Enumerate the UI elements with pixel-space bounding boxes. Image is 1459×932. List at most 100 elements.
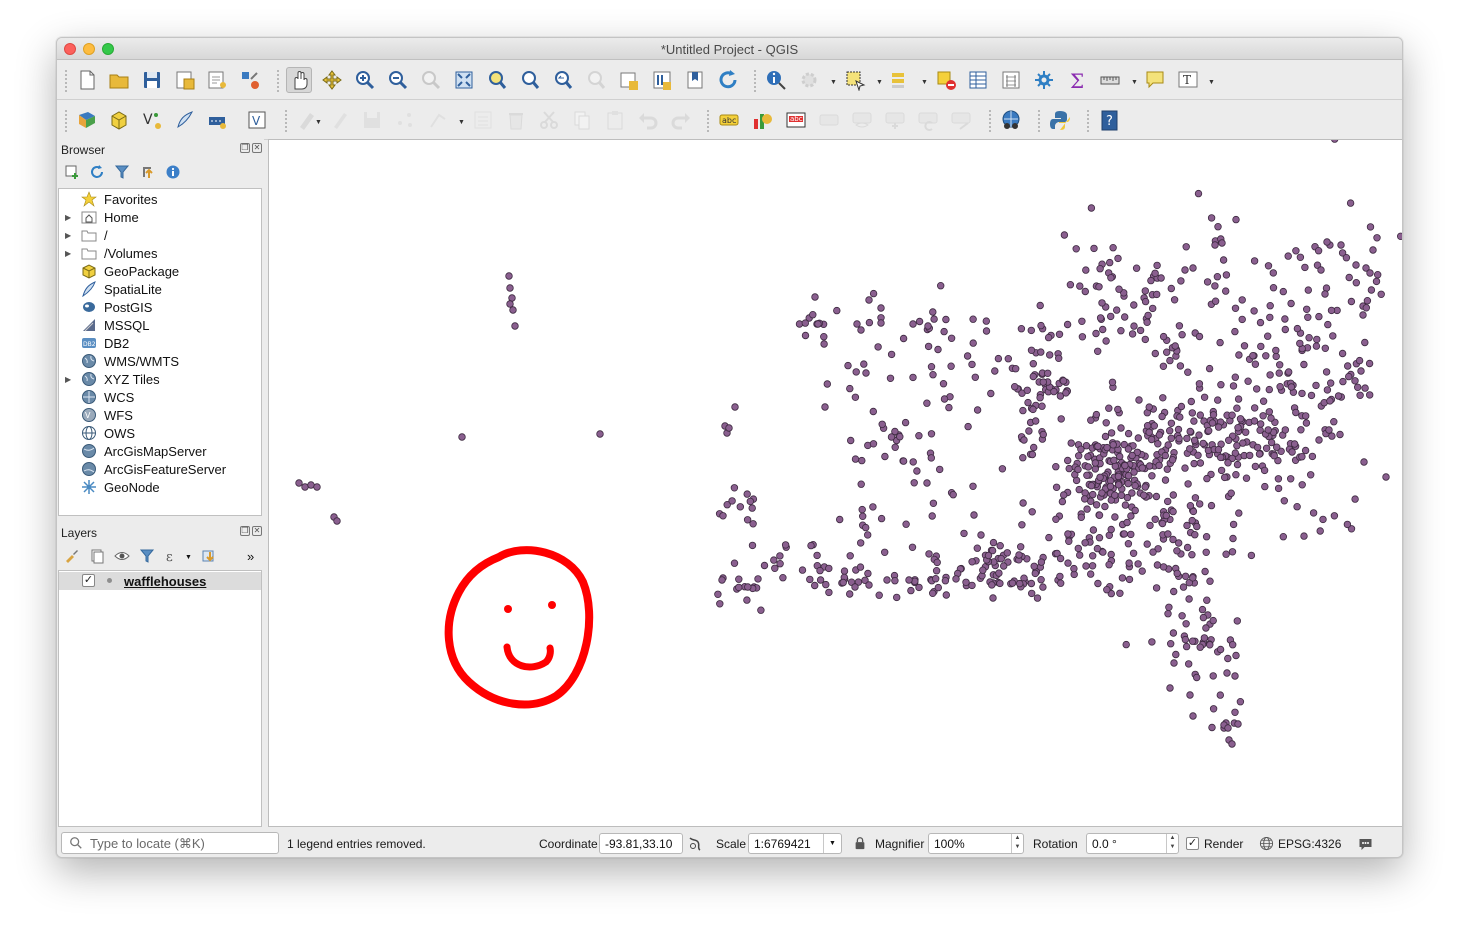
waffle-house-point[interactable] [902,520,910,528]
waffle-house-point[interactable] [1198,605,1207,614]
browser-item[interactable]: ArcGisMapServer [59,442,261,460]
waffle-house-point[interactable] [968,581,976,590]
waffle-house-point[interactable] [1265,408,1273,416]
deselect-icon[interactable] [933,67,959,93]
waffle-house-point[interactable] [1279,287,1287,296]
waffle-house-point[interactable] [1091,459,1099,467]
browser-item[interactable]: GeoPackage [59,262,261,280]
waffle-house-point[interactable] [940,327,948,336]
waffle-house-point[interactable] [1228,454,1236,463]
waffle-house-point[interactable] [1342,253,1351,262]
browser-item[interactable]: MSSQL [59,316,261,334]
filter-icon[interactable] [113,163,131,181]
waffle-house-point[interactable] [1081,495,1089,503]
waffle-house-point[interactable] [1114,254,1122,263]
delete-selected-icon[interactable] [503,107,529,133]
waffle-house-point[interactable] [878,420,886,428]
waffle-house-point[interactable] [1092,410,1101,419]
waffle-house-point[interactable] [869,289,878,298]
waffle-house-point[interactable] [1121,461,1129,470]
waffle-house-point[interactable] [1024,398,1032,407]
waffle-house-point[interactable] [929,499,938,507]
waffle-house-point[interactable] [1062,389,1070,397]
waffle-house-point[interactable] [908,543,917,551]
waffle-house-point[interactable] [947,362,955,370]
visibility-eye-icon[interactable] [113,547,131,565]
waffle-house-point[interactable] [1155,431,1164,439]
waffle-house-point[interactable] [1095,283,1103,291]
waffle-house-point[interactable] [1203,278,1212,286]
waffle-house-point[interactable] [864,569,872,578]
waffle-house-point[interactable] [969,482,977,490]
waffle-house-point[interactable] [973,544,981,552]
waffle-house-point[interactable] [1298,481,1306,489]
select-value-icon[interactable] [887,67,913,93]
waffle-house-point[interactable] [1148,472,1156,480]
waffle-house-point[interactable] [1117,326,1125,335]
waffle-house-point[interactable] [1190,417,1198,425]
waffle-house-point[interactable] [1233,460,1242,469]
python-console-icon[interactable] [1047,107,1073,133]
toolbar-grip[interactable] [989,110,992,132]
waffle-house-point[interactable] [295,479,303,487]
new-project-icon[interactable] [74,67,100,93]
waffle-house-point[interactable] [1284,252,1292,260]
attribute-table-icon[interactable] [965,67,991,93]
waffle-house-point[interactable] [1032,417,1040,425]
waffle-house-point[interactable] [1127,512,1135,520]
waffle-house-point[interactable] [1228,548,1237,556]
waffle-house-point[interactable] [596,430,604,438]
waffle-house-point[interactable] [1218,239,1226,247]
waffle-house-point[interactable] [1039,378,1047,386]
dropdown-arrow-icon[interactable]: ▼ [315,119,322,126]
waffle-house-point[interactable] [1223,669,1231,677]
waffle-house-point[interactable] [1057,579,1065,587]
waffle-house-point[interactable] [942,591,950,599]
new-3d-view-icon[interactable] [649,67,675,93]
waffle-house-point[interactable] [1216,338,1224,347]
waffle-house-point[interactable] [1134,434,1142,442]
waffle-house-point[interactable] [1145,462,1154,470]
waffle-house-point[interactable] [1205,427,1213,435]
waffle-house-point[interactable] [1270,452,1278,460]
waffle-house-point[interactable] [1078,333,1087,341]
waffle-house-point[interactable] [968,558,976,566]
waffle-house-point[interactable] [949,491,957,499]
waffle-house-point[interactable] [1152,584,1161,592]
waffle-house-point[interactable] [1203,474,1211,483]
waffle-house-point[interactable] [1154,545,1162,553]
waffle-house-point[interactable] [1177,402,1186,411]
waffle-house-point[interactable] [744,583,752,591]
waffle-house-point[interactable] [1124,472,1133,480]
waffle-house-point[interactable] [893,593,901,602]
waffle-house-point[interactable] [1363,296,1372,305]
waffle-house-point[interactable] [1118,574,1127,582]
collapse-all-icon[interactable] [139,163,157,181]
waffle-house-point[interactable] [1207,214,1216,222]
toolbar-grip[interactable] [65,70,68,92]
waffle-house-point[interactable] [333,517,341,525]
rotation-spinbox[interactable]: 0.0 ° ▲ ▼ [1086,833,1179,854]
waffle-house-point[interactable] [1188,516,1196,525]
waffle-house-point[interactable] [1255,450,1264,458]
waffle-house-point[interactable] [1259,397,1268,405]
waffle-house-point[interactable] [1037,558,1046,566]
waffle-house-point[interactable] [982,327,991,335]
browser-item[interactable]: ▶ XYZ Tiles [59,370,261,388]
waffle-house-point[interactable] [865,296,873,304]
waffle-house-point[interactable] [1298,453,1306,461]
waffle-house-point[interactable] [807,541,815,550]
waffle-house-point[interactable] [1168,456,1177,464]
waffle-house-point[interactable] [874,343,882,351]
waffle-house-point[interactable] [1202,533,1211,541]
current-edits-icon[interactable] [294,107,320,133]
waffle-house-point[interactable] [851,583,859,591]
waffle-house-point[interactable] [1052,483,1061,491]
waffle-house-point[interactable] [962,578,970,586]
waffle-house-point[interactable] [1134,560,1142,568]
waffle-house-point[interactable] [923,399,931,407]
waffle-house-point[interactable] [1229,534,1237,543]
waffle-house-point[interactable] [781,541,790,549]
waffle-house-point[interactable] [1231,304,1240,312]
waffle-house-point[interactable] [1056,554,1065,563]
